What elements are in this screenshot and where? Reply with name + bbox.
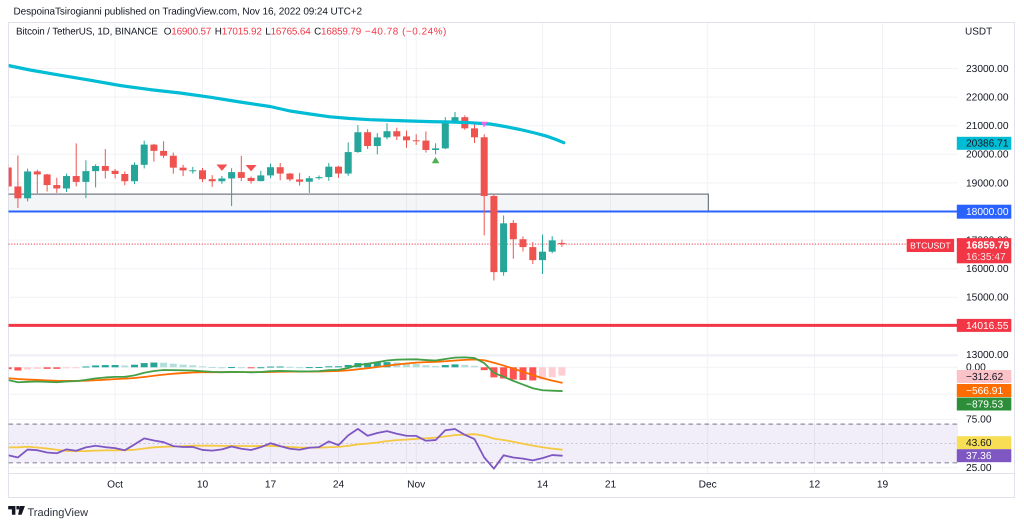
svg-text:23000.00: 23000.00 xyxy=(966,64,1009,75)
svg-text:Dec: Dec xyxy=(699,480,717,491)
svg-text:DespoinaTsirogianni published: DespoinaTsirogianni published on Trading… xyxy=(14,7,363,18)
svg-text:0.00: 0.00 xyxy=(966,362,986,373)
svg-text:10: 10 xyxy=(197,480,209,491)
svg-text:BTCUSDT: BTCUSDT xyxy=(910,241,951,251)
svg-text:16000.00: 16000.00 xyxy=(966,264,1009,275)
svg-text:21: 21 xyxy=(605,480,617,491)
svg-text:Bitcoin / TetherUS, 1D, BINANC: Bitcoin / TetherUS, 1D, BINANCE O16900.57… xyxy=(16,27,447,38)
svg-text:25.00: 25.00 xyxy=(966,463,992,474)
svg-text:14016.55: 14016.55 xyxy=(966,321,1009,332)
svg-text:−312.62: −312.62 xyxy=(966,372,1003,383)
svg-text:37.36: 37.36 xyxy=(966,451,992,462)
svg-text:−566.91: −566.91 xyxy=(966,386,1003,397)
svg-text:19000.00: 19000.00 xyxy=(966,178,1009,189)
svg-text:75.00: 75.00 xyxy=(966,415,992,426)
svg-text:12: 12 xyxy=(809,480,821,491)
svg-text:20000.00: 20000.00 xyxy=(966,150,1009,161)
svg-text:Oct: Oct xyxy=(107,480,123,491)
svg-text:20386.71: 20386.71 xyxy=(966,139,1009,150)
svg-text:18000.00: 18000.00 xyxy=(966,207,1009,218)
svg-text:43.60: 43.60 xyxy=(966,438,992,449)
svg-text:22000.00: 22000.00 xyxy=(966,93,1009,104)
svg-text:TradingView: TradingView xyxy=(28,507,89,519)
svg-text:19: 19 xyxy=(877,480,889,491)
svg-text:−879.53: −879.53 xyxy=(966,399,1003,410)
svg-text:16859.79: 16859.79 xyxy=(966,241,1010,252)
svg-text:USDT: USDT xyxy=(965,27,992,38)
svg-text:13000.00: 13000.00 xyxy=(966,350,1009,361)
svg-text:16:35:47: 16:35:47 xyxy=(966,252,1006,263)
svg-text:15000.00: 15000.00 xyxy=(966,293,1009,304)
svg-text:Nov: Nov xyxy=(407,480,426,491)
svg-text:24: 24 xyxy=(333,480,345,491)
svg-text:14: 14 xyxy=(537,480,549,491)
svg-text:21000.00: 21000.00 xyxy=(966,121,1009,132)
svg-text:17: 17 xyxy=(265,480,277,491)
